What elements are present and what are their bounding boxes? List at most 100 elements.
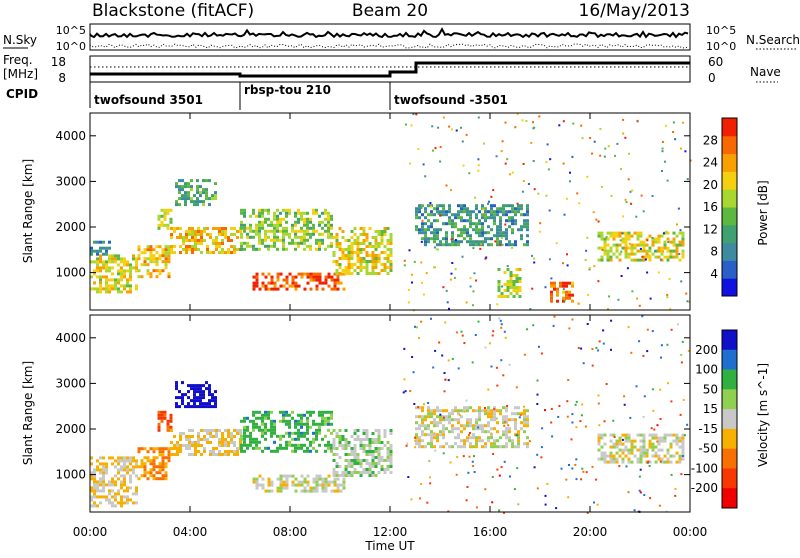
noise-sky-label: N.Sky xyxy=(3,33,37,47)
x-tick-label: 16:00 xyxy=(473,525,508,539)
power-colorbar-tick: 8 xyxy=(710,245,718,259)
velocity-colorbar-tick: -100 xyxy=(691,461,718,475)
x-tick-label: 20:00 xyxy=(573,525,608,539)
cpid-mode-label: twofsound -3501 xyxy=(394,93,508,107)
y-tick-label: 2000 xyxy=(55,422,86,436)
power-y-axis: 1000 2000 3000 4000 xyxy=(55,129,690,280)
beam-title: Beam 20 xyxy=(352,1,428,21)
noise-left-tick-top: 10^5 xyxy=(56,24,86,37)
power-colorbar-swatch xyxy=(722,207,737,226)
noise-panel: N.Sky 10^5 10^0 10^5 10^0 N.Search xyxy=(3,23,800,53)
echo-region xyxy=(332,429,393,477)
velocity-colorbar-tick: -50 xyxy=(698,442,718,456)
echo-region xyxy=(415,204,529,247)
power-colorbar-swatch xyxy=(722,118,737,137)
echo-region xyxy=(332,227,393,275)
echo-region xyxy=(90,240,111,256)
y-tick-label: 3000 xyxy=(55,174,86,188)
power-colorbar-swatch xyxy=(722,260,737,279)
power-colorbar-swatch xyxy=(722,224,737,244)
echo-region xyxy=(175,179,217,207)
freq-tick-bottom: 8 xyxy=(58,71,66,85)
frequency-panel: Freq. [MHz] 18 8 60 0 Nave CPID xyxy=(3,53,781,101)
velocity-colorbar-tick: -15 xyxy=(698,422,718,436)
x-tick-label: 00:00 xyxy=(73,525,108,539)
velocity-colorbar-swatch xyxy=(722,468,737,489)
echo-region xyxy=(240,410,333,453)
sparse-echoes xyxy=(402,315,690,514)
noise-right-tick-top: 10^5 xyxy=(706,24,736,37)
echo-region xyxy=(137,245,171,279)
echo-region xyxy=(157,410,173,432)
velocity-colorbar-tick: 200 xyxy=(695,343,718,357)
velocity-colorbar: Velocity [m s^-1] 200 100 50 15 -15 -50 -100 -2… xyxy=(691,329,770,509)
velocity-colorbar-tick: 50 xyxy=(703,382,718,396)
x-tick-label: 04:00 xyxy=(173,525,208,539)
velocity-colorbar-tick: 15 xyxy=(703,402,718,416)
power-panel: 1000 2000 3000 4000 Slant Range [km] xyxy=(21,112,692,312)
velocity-colorbar-swatch xyxy=(722,369,737,390)
y-tick-label: 4000 xyxy=(55,129,86,143)
y-tick-label: 2000 xyxy=(55,220,86,234)
echo-region xyxy=(175,381,217,409)
y-tick-label: 3000 xyxy=(55,376,86,390)
power-colorbar-tick: 12 xyxy=(703,222,718,236)
power-colorbar-swatch xyxy=(722,153,737,172)
y-tick-label: 1000 xyxy=(55,266,86,280)
time-x-axis: 00:00 04:00 08:00 12:00 16:00 20:00 00:00 xyxy=(73,113,708,539)
velocity-colorbar-swatch xyxy=(722,389,737,410)
power-colorbar-swatch xyxy=(722,171,737,190)
velocity-colorbar-tick: -200 xyxy=(691,481,718,495)
velocity-colorbar-swatch xyxy=(722,488,737,509)
velocity-panel-frame xyxy=(89,314,691,513)
velocity-colorbar-label: Velocity [m s^-1] xyxy=(756,363,770,467)
echo-region xyxy=(170,227,242,254)
noise-left-tick-bottom: 10^0 xyxy=(56,40,86,53)
y-tick-label: 1000 xyxy=(55,468,86,482)
velocity-colorbar-tick: 100 xyxy=(695,363,718,377)
x-tick-label: 00:00 xyxy=(673,525,708,539)
power-colorbar: Power [dB] 4 8 12 16 20 24 28 xyxy=(703,117,770,297)
power-colorbar-tick: 16 xyxy=(703,200,718,214)
power-colorbar-swatch xyxy=(722,242,737,261)
x-tick-label: 12:00 xyxy=(373,525,408,539)
velocity-panel: 1000 2000 3000 4000 00:00 04:00 08:00 12:00 16:… xyxy=(21,113,707,553)
power-colorbar-tick: 24 xyxy=(703,156,718,170)
velocity-colorbar-swatch xyxy=(722,448,737,469)
freq-label-line2: [MHz] xyxy=(3,67,38,81)
noise-right-tick-bottom: 10^0 xyxy=(706,40,736,53)
echo-region xyxy=(170,429,242,456)
y-tick-label: 4000 xyxy=(55,331,86,345)
freq-label-line1: Freq. xyxy=(3,53,33,67)
power-colorbar-swatch xyxy=(722,278,737,297)
power-data xyxy=(90,113,692,312)
power-colorbar-swatch xyxy=(722,189,737,208)
velocity-colorbar-swatch xyxy=(722,428,737,450)
echo-region xyxy=(497,268,522,298)
power-colorbar-tick: 4 xyxy=(710,267,718,281)
echo-region xyxy=(550,281,574,303)
cpid-mode-label: twofsound 3501 xyxy=(94,93,203,107)
echo-region xyxy=(240,208,333,251)
cpid-label: CPID xyxy=(6,87,38,101)
velocity-y-axis: 1000 2000 3000 4000 xyxy=(55,331,690,482)
echo-region xyxy=(597,433,685,464)
sparse-echoes xyxy=(403,113,692,312)
echo-region xyxy=(415,406,529,449)
x-tick-label: 08:00 xyxy=(273,525,308,539)
power-y-axis-label: Slant Range [km] xyxy=(21,159,35,263)
velocity-colorbar-swatch xyxy=(722,349,737,371)
power-colorbar-tick: 20 xyxy=(703,178,718,192)
time-axis-label: Time UT xyxy=(364,539,415,553)
velocity-y-axis-label: Slant Range [km] xyxy=(21,361,35,465)
noise-sky-trace xyxy=(89,27,689,39)
echo-region xyxy=(90,456,138,508)
echo-region xyxy=(597,231,685,262)
nave-label: Nave xyxy=(750,65,781,79)
power-panel-frame xyxy=(89,112,691,311)
nave-tick-bottom: 0 xyxy=(708,71,716,85)
power-colorbar-swatch xyxy=(722,135,737,155)
velocity-colorbar-swatch xyxy=(722,409,737,430)
cpid-track: twofsound 3501 rbsp-tou 210 twofsound -350… xyxy=(89,82,508,110)
